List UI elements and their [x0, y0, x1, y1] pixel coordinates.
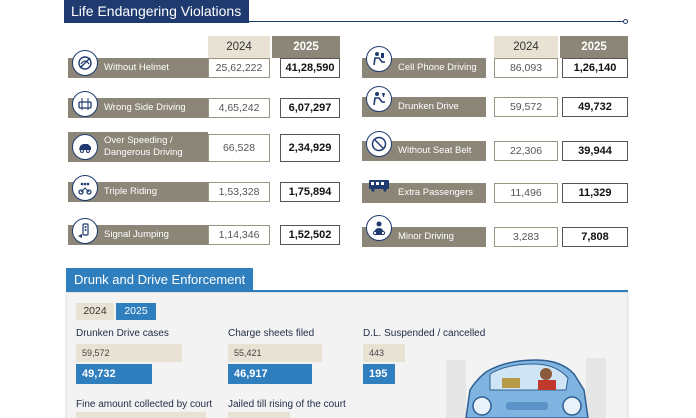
violation-2025-over-speeding: 2,34,929 [280, 134, 340, 162]
metric-label-drunken-drive-cases: Drunken Drive cases [76, 328, 169, 339]
violation-2025-triple-riding: 1,75,894 [280, 182, 340, 202]
minor-icon [366, 215, 392, 241]
violation-2024-triple-riding: 1,53,328 [208, 182, 270, 202]
violation-2024-extra-passengers: 11,496 [494, 183, 558, 203]
metric-label-charge-sheets: Charge sheets filed [228, 328, 315, 339]
metric-2024-fine-amount-bar [76, 412, 206, 418]
violation-2024-over-speeding: 66,528 [208, 134, 270, 162]
violation-label-signal-jumping: Signal Jumping [68, 225, 208, 245]
metric-label-jailed: Jailed till rising of the court [228, 399, 346, 410]
metric-2024-drunken-drive-cases: 59,572 [76, 344, 182, 362]
metric-2024-dl-suspended: 443 [363, 344, 405, 362]
signal-icon [72, 218, 98, 244]
violation-2024-minor-driving: 3,283 [494, 227, 558, 247]
phone-driver-icon [366, 46, 392, 72]
violation-2024-wrong-side: 4,65,242 [208, 98, 270, 118]
violation-2025-minor-driving: 7,808 [562, 227, 628, 247]
metric-2024-jailed-bar [228, 412, 290, 418]
toggle-2024[interactable]: 2024 [76, 303, 114, 320]
no-seatbelt-icon [366, 131, 392, 157]
metric-2025-dl-suspended: 195 [363, 364, 395, 384]
violation-2025-signal-jumping: 1,52,502 [280, 225, 340, 245]
violation-2025-drunken-drive: 49,732 [562, 97, 628, 117]
violation-2024-cell-phone: 86,093 [494, 58, 558, 78]
right-year-2025-header: 2025 [560, 36, 628, 58]
drunk-driver-icon [366, 86, 392, 112]
left-year-2025-header: 2025 [272, 36, 340, 58]
violation-label-drunken-drive: Drunken Drive [362, 97, 486, 117]
violations-title-rule [64, 21, 626, 22]
metric-2025-drunken-drive-cases: 49,732 [76, 364, 152, 384]
violation-2025-wrong-side: 6,07,297 [280, 98, 340, 118]
violation-label-without-helmet: Without Helmet [68, 58, 208, 78]
violation-label-wrong-side: Wrong Side Driving [68, 98, 208, 118]
drunk-driver-car-illustration [446, 358, 606, 418]
violation-2024-without-helmet: 25,62,222 [208, 58, 270, 78]
left-year-2024-header: 2024 [208, 36, 270, 58]
metric-label-dl-suspended: D.L. Suspended / cancelled [363, 328, 486, 339]
violation-label-without-seat-belt: Without Seat Belt [362, 141, 486, 161]
violation-2025-without-seat-belt: 39,944 [562, 141, 628, 161]
violation-2024-without-seat-belt: 22,306 [494, 141, 558, 161]
violation-label-triple-riding: Triple Riding [68, 182, 208, 202]
violation-label-extra-passengers: Extra Passengers [362, 183, 486, 203]
violation-label-minor-driving: Minor Driving [362, 227, 486, 247]
violation-2024-drunken-drive: 59,572 [494, 97, 558, 117]
speeding-car-icon [72, 134, 98, 160]
right-year-2024-header: 2024 [494, 36, 558, 58]
violation-label-cell-phone: Cell Phone Driving [362, 58, 486, 78]
bus-icon [366, 172, 392, 198]
metric-2025-charge-sheets: 46,917 [228, 364, 312, 384]
wrong-side-icon [72, 91, 98, 117]
helmet-icon [72, 50, 98, 76]
violation-2024-signal-jumping: 1,14,346 [208, 225, 270, 245]
violation-2025-cell-phone: 1,26,140 [562, 58, 628, 78]
toggle-2025[interactable]: 2025 [116, 303, 156, 320]
enforcement-title: Drunk and Drive Enforcement [66, 268, 254, 291]
metric-label-fine-amount: Fine amount collected by court [76, 399, 213, 410]
violation-2025-extra-passengers: 11,329 [562, 183, 628, 203]
metric-2024-charge-sheets: 55,421 [228, 344, 322, 362]
violation-2025-without-helmet: 41,28,590 [280, 58, 340, 78]
violations-title: Life Endangering Violations [64, 0, 250, 23]
violations-title-rule-end [623, 19, 628, 24]
enforcement-title-rule [66, 290, 628, 292]
triple-riding-icon [72, 175, 98, 201]
